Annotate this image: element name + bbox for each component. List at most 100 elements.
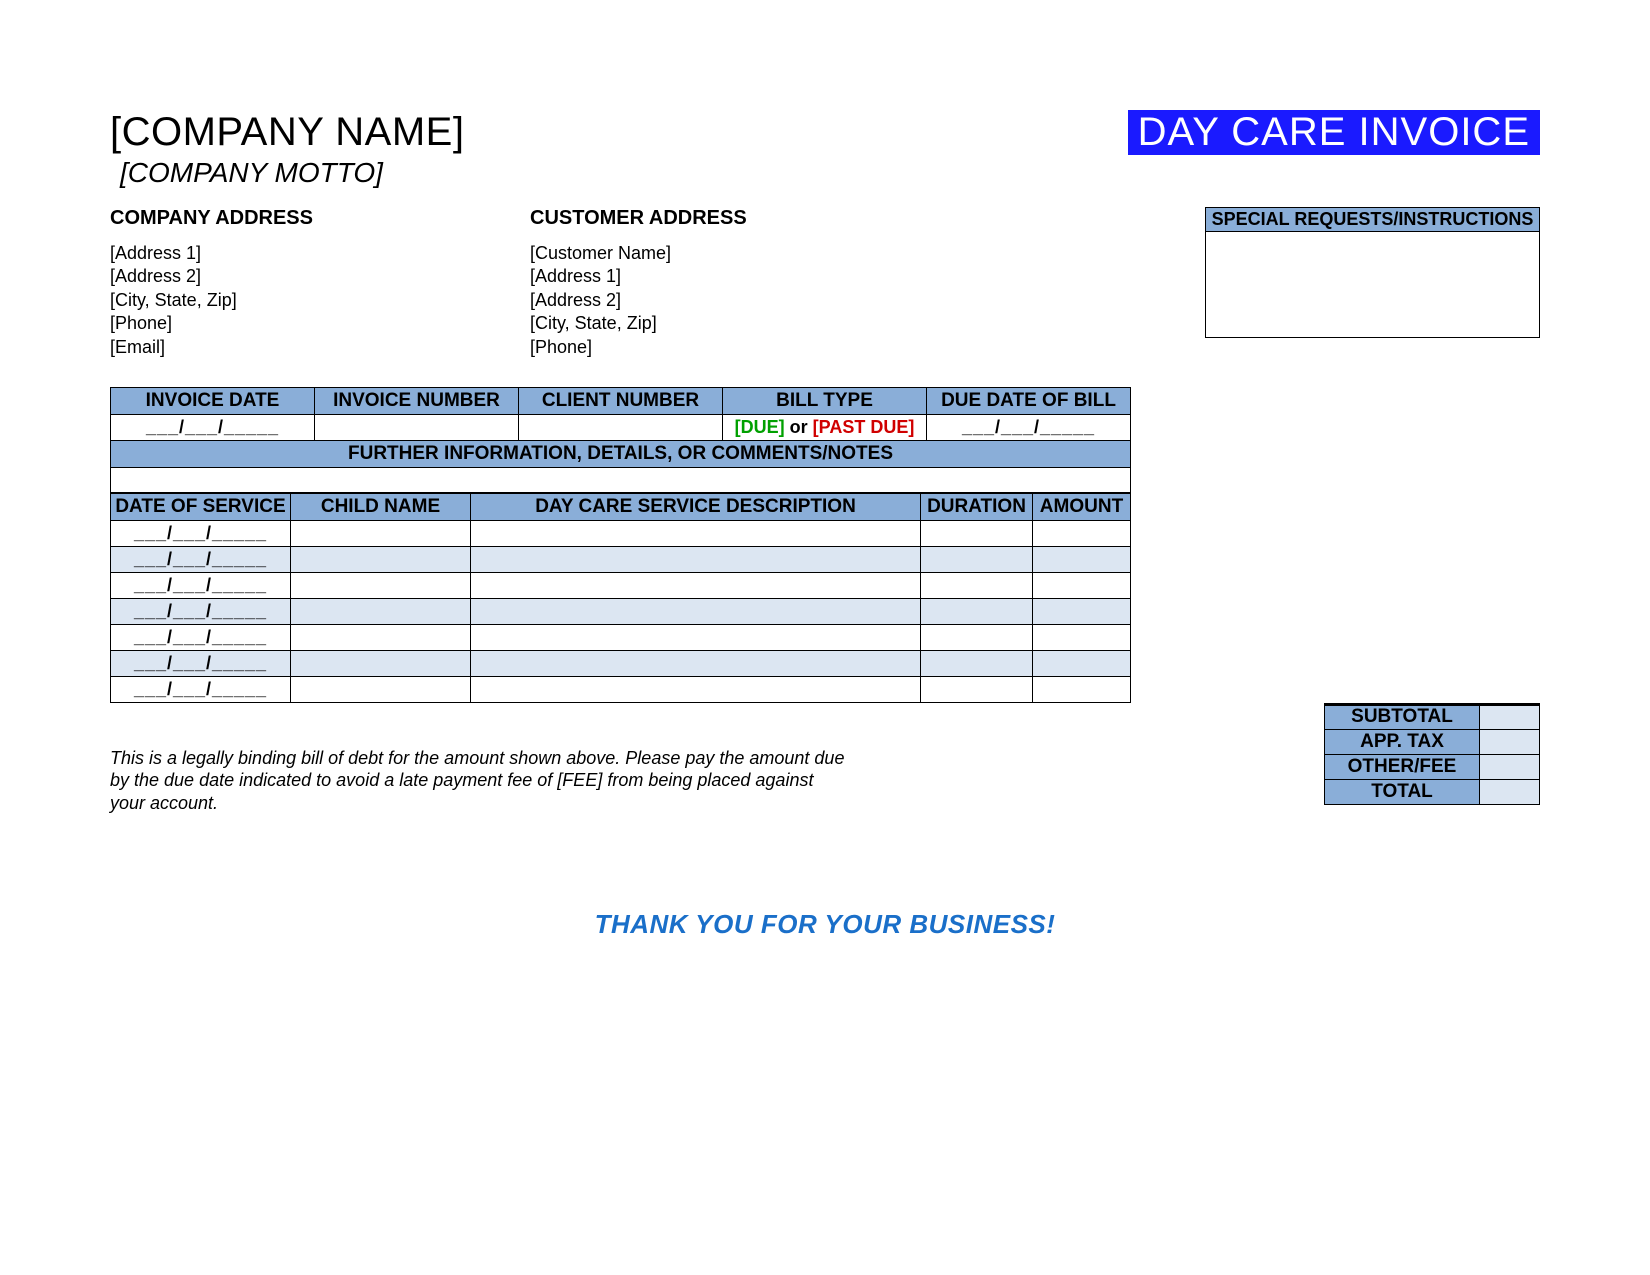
duration-cell[interactable] [921,676,1033,702]
customer-address-line: [Address 2] [530,289,790,312]
service-date-cell[interactable]: ___/___/_____ [111,546,291,572]
amount-cell[interactable] [1033,650,1131,676]
service-row: ___/___/_____ [111,650,1131,676]
duration-cell[interactable] [921,520,1033,546]
service-row: ___/___/_____ [111,546,1131,572]
child-name-cell[interactable] [291,650,471,676]
customer-address-line: [Customer Name] [530,242,790,265]
date-placeholder: ___/___/_____ [134,601,267,621]
service-header: DATE OF SERVICE [111,493,291,520]
company-block: [COMPANY NAME] [COMPANY MOTTO] [110,110,464,189]
date-placeholder: ___/___/_____ [134,575,267,595]
child-name-cell[interactable] [291,572,471,598]
totals-table: SUBTOTAL APP. TAX OTHER/FEE TOTAL [1324,703,1540,805]
amount-cell[interactable] [1033,572,1131,598]
totals-label: SUBTOTAL [1325,704,1480,729]
special-requests-body[interactable] [1206,232,1539,337]
customer-address-line: [City, State, Zip] [530,312,790,335]
service-row: ___/___/_____ [111,520,1131,546]
client-number-cell[interactable] [519,414,723,440]
date-placeholder: ___/___/_____ [134,549,267,569]
duration-cell[interactable] [921,624,1033,650]
service-description-cell[interactable] [471,572,921,598]
meta-header: DUE DATE OF BILL [927,387,1131,414]
child-name-cell[interactable] [291,546,471,572]
service-date-cell[interactable]: ___/___/_____ [111,676,291,702]
service-row: ___/___/_____ [111,572,1131,598]
service-header: CHILD NAME [291,493,471,520]
legal-text: This is a legally binding bill of debt f… [110,747,850,815]
total-value[interactable] [1480,779,1540,804]
customer-address-heading: CUSTOMER ADDRESS [530,207,790,230]
service-date-cell[interactable]: ___/___/_____ [111,572,291,598]
service-header: DURATION [921,493,1033,520]
subtotal-value[interactable] [1480,704,1540,729]
service-description-cell[interactable] [471,546,921,572]
service-header: DAY CARE SERVICE DESCRIPTION [471,493,921,520]
invoice-date-cell[interactable]: ___/___/_____ [111,414,315,440]
service-date-cell[interactable]: ___/___/_____ [111,650,291,676]
meta-header: INVOICE DATE [111,387,315,414]
duration-cell[interactable] [921,650,1033,676]
date-placeholder: ___/___/_____ [134,627,267,647]
service-row: ___/___/_____ [111,676,1131,702]
customer-address-line: [Phone] [530,336,790,359]
service-description-cell[interactable] [471,650,921,676]
service-row: ___/___/_____ [111,598,1131,624]
company-motto: [COMPANY MOTTO] [110,157,464,189]
service-description-cell[interactable] [471,676,921,702]
service-date-cell[interactable]: ___/___/_____ [111,520,291,546]
special-requests-box: SPECIAL REQUESTS/INSTRUCTIONS [1205,207,1540,338]
tax-value[interactable] [1480,729,1540,754]
child-name-cell[interactable] [291,676,471,702]
meta-header: BILL TYPE [723,387,927,414]
totals-label: TOTAL [1325,779,1480,804]
service-row: ___/___/_____ [111,624,1131,650]
thank-you-message: THANK YOU FOR YOUR BUSINESS! [110,909,1540,940]
company-address-line: [Address 2] [110,265,530,288]
further-info-cell[interactable] [111,467,1131,492]
amount-cell[interactable] [1033,676,1131,702]
date-placeholder: ___/___/_____ [134,653,267,673]
company-name: [COMPANY NAME] [110,110,464,155]
duration-cell[interactable] [921,546,1033,572]
totals-label: OTHER/FEE [1325,754,1480,779]
invoice-number-cell[interactable] [315,414,519,440]
service-description-cell[interactable] [471,520,921,546]
company-address-line: [Email] [110,336,530,359]
amount-cell[interactable] [1033,624,1131,650]
company-address-block: COMPANY ADDRESS [Address 1] [Address 2] … [110,207,530,359]
footer-row: This is a legally binding bill of debt f… [110,703,1540,815]
child-name-cell[interactable] [291,520,471,546]
totals-label: APP. TAX [1325,729,1480,754]
company-address-line: [Phone] [110,312,530,335]
amount-cell[interactable] [1033,546,1131,572]
service-header: AMOUNT [1033,493,1131,520]
date-placeholder: ___/___/_____ [134,679,267,699]
duration-cell[interactable] [921,598,1033,624]
amount-cell[interactable] [1033,598,1131,624]
bill-type-past-due: [PAST DUE] [813,417,915,437]
date-placeholder: ___/___/_____ [962,417,1095,437]
invoice-title: DAY CARE INVOICE [1128,110,1540,155]
further-info-header: FURTHER INFORMATION, DETAILS, OR COMMENT… [111,440,1131,467]
amount-cell[interactable] [1033,520,1131,546]
child-name-cell[interactable] [291,624,471,650]
service-description-cell[interactable] [471,624,921,650]
due-date-cell[interactable]: ___/___/_____ [927,414,1131,440]
bill-type-cell[interactable]: [DUE] or [PAST DUE] [723,414,927,440]
invoice-meta-table: INVOICE DATE INVOICE NUMBER CLIENT NUMBE… [110,387,1131,493]
bill-type-or: or [785,417,813,437]
service-description-cell[interactable] [471,598,921,624]
meta-header: INVOICE NUMBER [315,387,519,414]
service-date-cell[interactable]: ___/___/_____ [111,598,291,624]
duration-cell[interactable] [921,572,1033,598]
other-fee-value[interactable] [1480,754,1540,779]
customer-address-block: CUSTOMER ADDRESS [Customer Name] [Addres… [530,207,790,359]
customer-address-line: [Address 1] [530,265,790,288]
header-row: [COMPANY NAME] [COMPANY MOTTO] DAY CARE … [110,110,1540,189]
company-address-line: [Address 1] [110,242,530,265]
child-name-cell[interactable] [291,598,471,624]
service-date-cell[interactable]: ___/___/_____ [111,624,291,650]
address-row: COMPANY ADDRESS [Address 1] [Address 2] … [110,207,1540,359]
